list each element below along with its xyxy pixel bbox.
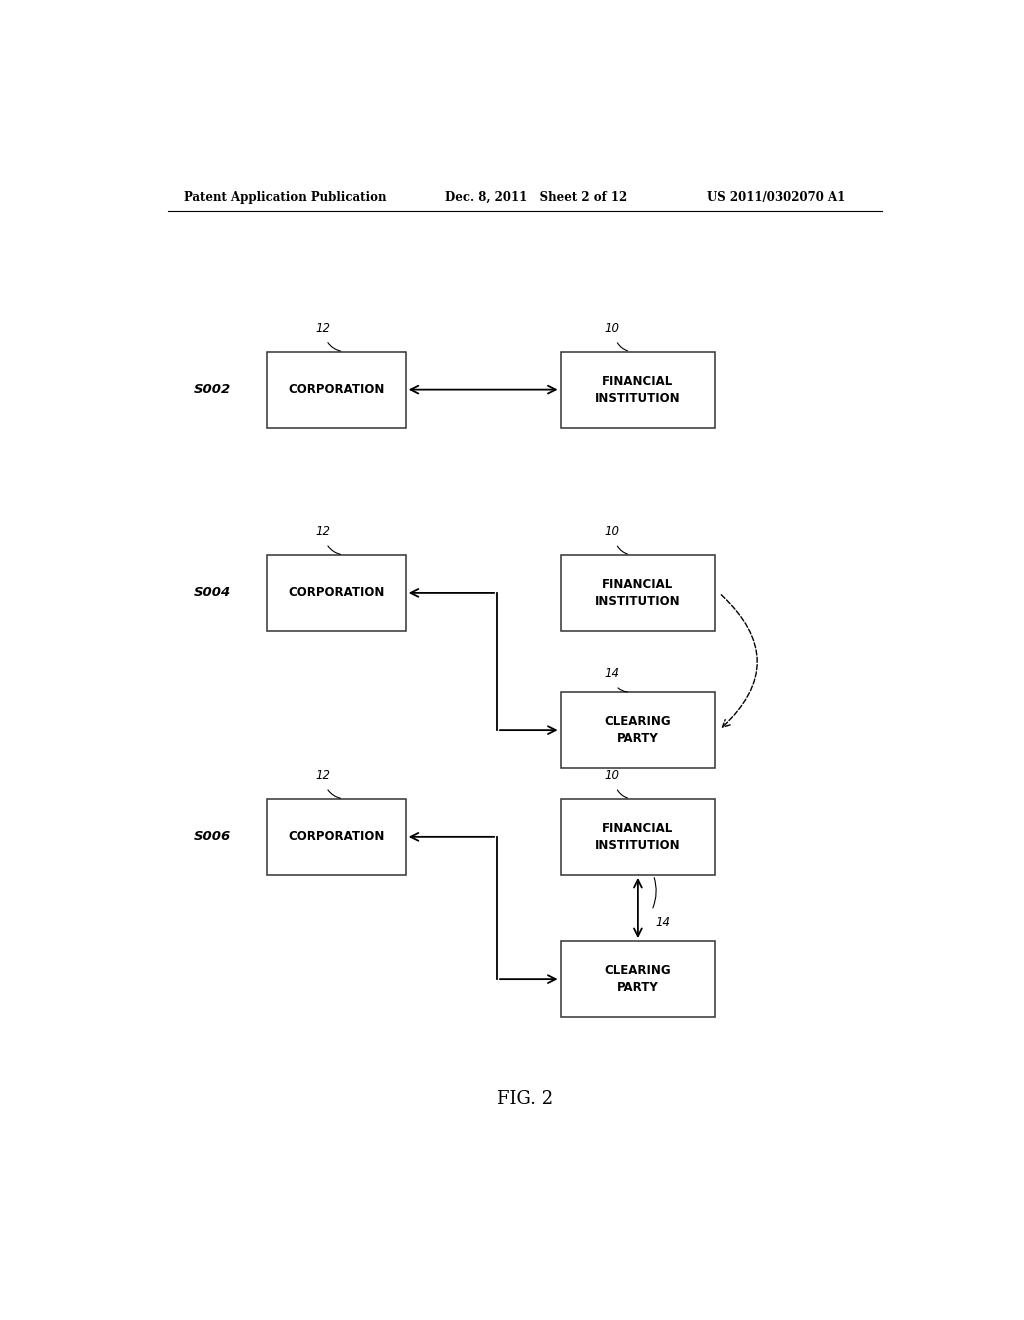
Text: 10: 10 bbox=[604, 768, 620, 781]
Text: Patent Application Publication: Patent Application Publication bbox=[183, 190, 386, 203]
Text: FIG. 2: FIG. 2 bbox=[497, 1089, 553, 1107]
Text: US 2011/0302070 A1: US 2011/0302070 A1 bbox=[708, 190, 846, 203]
Text: S002: S002 bbox=[194, 383, 231, 396]
Text: 12: 12 bbox=[315, 525, 330, 539]
Text: CORPORATION: CORPORATION bbox=[288, 830, 384, 843]
Text: CLEARING
PARTY: CLEARING PARTY bbox=[604, 964, 671, 994]
Text: 12: 12 bbox=[315, 768, 330, 781]
Text: 14: 14 bbox=[655, 916, 671, 929]
Bar bbox=[560, 799, 715, 875]
Bar bbox=[267, 554, 406, 631]
Bar bbox=[267, 799, 406, 875]
Bar bbox=[560, 554, 715, 631]
Text: CORPORATION: CORPORATION bbox=[288, 383, 384, 396]
Bar bbox=[560, 941, 715, 1018]
Text: CORPORATION: CORPORATION bbox=[288, 586, 384, 599]
Bar bbox=[560, 351, 715, 428]
Text: S006: S006 bbox=[194, 830, 231, 843]
Text: CLEARING
PARTY: CLEARING PARTY bbox=[604, 715, 671, 744]
Text: 12: 12 bbox=[315, 322, 330, 335]
Text: 10: 10 bbox=[604, 322, 620, 335]
Bar bbox=[267, 351, 406, 428]
Text: FINANCIAL
INSTITUTION: FINANCIAL INSTITUTION bbox=[595, 578, 681, 609]
Text: 10: 10 bbox=[604, 525, 620, 539]
Text: FINANCIAL
INSTITUTION: FINANCIAL INSTITUTION bbox=[595, 375, 681, 405]
Text: FINANCIAL
INSTITUTION: FINANCIAL INSTITUTION bbox=[595, 822, 681, 851]
Text: 14: 14 bbox=[604, 667, 620, 680]
Bar bbox=[560, 692, 715, 768]
Text: S004: S004 bbox=[194, 586, 231, 599]
Text: Dec. 8, 2011   Sheet 2 of 12: Dec. 8, 2011 Sheet 2 of 12 bbox=[445, 190, 628, 203]
